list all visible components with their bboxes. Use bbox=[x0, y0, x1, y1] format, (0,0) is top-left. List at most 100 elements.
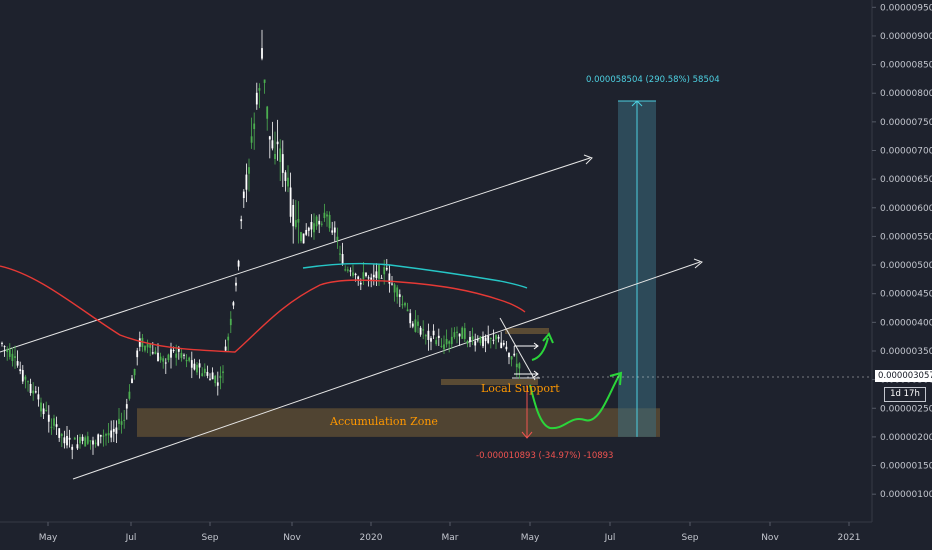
candle-body bbox=[276, 141, 279, 145]
candle-body bbox=[401, 304, 404, 306]
candle-body bbox=[331, 230, 334, 233]
candle-body bbox=[159, 356, 162, 361]
candle-body bbox=[263, 79, 266, 83]
candle-body bbox=[391, 283, 393, 285]
candle-body bbox=[510, 356, 513, 360]
y-tick-label: 0.0000035000 bbox=[880, 347, 932, 357]
candle-body bbox=[255, 92, 258, 105]
candle-body bbox=[333, 227, 336, 233]
candle-body bbox=[388, 273, 391, 284]
candle-body bbox=[11, 353, 14, 362]
candle-body bbox=[180, 352, 183, 358]
candle-body bbox=[219, 375, 222, 379]
candle-body bbox=[362, 272, 365, 280]
candle-body bbox=[419, 327, 422, 335]
candle-body bbox=[315, 216, 318, 227]
candle-body bbox=[250, 136, 253, 143]
candle-body bbox=[34, 391, 37, 393]
candle-body bbox=[99, 434, 102, 437]
x-tick-label: Nov bbox=[761, 533, 779, 543]
candle-body bbox=[409, 313, 412, 324]
candle-body bbox=[422, 329, 425, 331]
candle-body bbox=[349, 270, 352, 272]
candle-body bbox=[359, 282, 362, 285]
candle-body bbox=[443, 344, 445, 350]
candle-body bbox=[479, 336, 482, 344]
candle-body bbox=[380, 277, 383, 279]
candle-body bbox=[151, 352, 154, 354]
candle-body bbox=[463, 328, 466, 339]
candle-body bbox=[352, 272, 354, 276]
candle-body bbox=[385, 267, 388, 270]
candle-body bbox=[339, 253, 341, 255]
candle-body bbox=[305, 229, 308, 235]
candles bbox=[1, 29, 521, 460]
candle-body bbox=[344, 269, 347, 271]
candle-body bbox=[79, 437, 81, 444]
candle-body bbox=[515, 363, 518, 368]
x-tick-label: May bbox=[521, 533, 540, 543]
candle-body bbox=[318, 220, 321, 225]
white-arrowhead-1 bbox=[533, 342, 539, 350]
candle-body bbox=[502, 343, 505, 345]
y-tick-label: 0.0000015000 bbox=[880, 462, 932, 472]
candle-body bbox=[279, 148, 282, 163]
last-price-badge: 0.0000030576 bbox=[875, 370, 932, 382]
candle-body bbox=[216, 382, 219, 386]
green-short-arrowhead bbox=[542, 332, 554, 344]
target-arrowhead bbox=[631, 100, 643, 107]
candle-body bbox=[383, 267, 386, 275]
green-projection-arrowhead bbox=[609, 371, 623, 386]
candle-body bbox=[16, 361, 19, 366]
candle-body bbox=[453, 332, 456, 338]
candle-body bbox=[170, 349, 172, 358]
candle-body bbox=[497, 336, 500, 339]
candle-body bbox=[281, 154, 284, 173]
candle-body bbox=[258, 88, 261, 91]
lower-channel-line bbox=[72, 261, 701, 480]
y-axis-panel bbox=[872, 0, 932, 550]
y-tick-label: 0.0000025000 bbox=[880, 404, 932, 414]
countdown-badge: 1d 17h bbox=[884, 387, 926, 402]
candle-body bbox=[292, 205, 295, 227]
candle-body bbox=[115, 427, 118, 434]
candle-body bbox=[289, 187, 292, 217]
white-arrowhead-2 bbox=[533, 370, 539, 378]
candle-body bbox=[487, 335, 490, 343]
candle-body bbox=[365, 272, 367, 277]
candle-body bbox=[310, 222, 313, 230]
candle-body bbox=[154, 351, 157, 355]
y-tick-label: 0.0000040000 bbox=[880, 318, 932, 328]
y-tick-label: 0.0000010000 bbox=[880, 490, 932, 500]
candle-body bbox=[27, 381, 29, 383]
candle-body bbox=[112, 428, 115, 432]
y-tick-label: 0.0000050000 bbox=[880, 261, 932, 271]
x-tick-label: Sep bbox=[202, 533, 219, 543]
candle-body bbox=[14, 356, 16, 358]
candle-body bbox=[94, 442, 97, 444]
candle-body bbox=[354, 273, 357, 276]
candle-body bbox=[92, 440, 94, 445]
candle-body bbox=[248, 167, 250, 174]
candle-body bbox=[274, 153, 276, 159]
candle-body bbox=[448, 341, 451, 344]
x-tick-label: Sep bbox=[682, 533, 699, 543]
candle-body bbox=[149, 343, 152, 348]
candle-body bbox=[346, 269, 349, 271]
candle-body bbox=[476, 339, 479, 341]
candle-body bbox=[81, 436, 84, 441]
candle-body bbox=[320, 223, 323, 225]
countdown-value: 1d 17h bbox=[890, 389, 920, 399]
candle-body bbox=[55, 424, 58, 427]
candle-body bbox=[136, 350, 139, 358]
candle-body bbox=[432, 330, 435, 336]
candle-body bbox=[518, 363, 521, 369]
candle-body bbox=[495, 335, 497, 340]
candle-body bbox=[138, 338, 141, 347]
y-tick-label: 0.0000080000 bbox=[880, 89, 932, 99]
y-tick-label: 0.0000085000 bbox=[880, 61, 932, 71]
candle-body bbox=[268, 136, 271, 140]
y-tick-label: 0.0000070000 bbox=[880, 147, 932, 157]
candle-body bbox=[300, 232, 302, 242]
